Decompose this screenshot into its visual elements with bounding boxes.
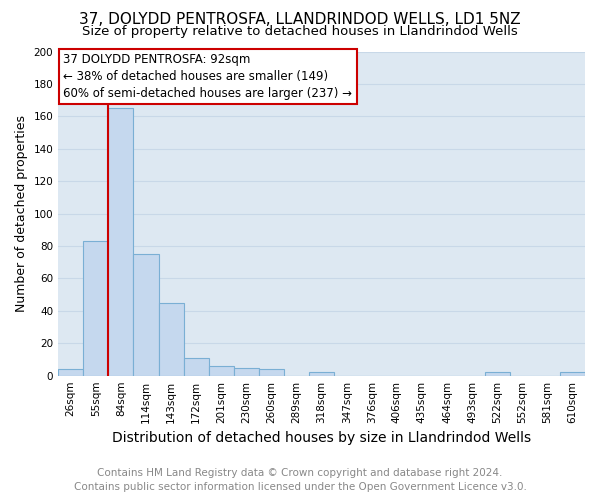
Bar [158, 302, 184, 376]
Bar [109, 108, 133, 376]
Bar [309, 372, 334, 376]
Y-axis label: Number of detached properties: Number of detached properties [15, 115, 28, 312]
Bar [560, 372, 585, 376]
Bar [209, 366, 234, 376]
Bar [485, 372, 510, 376]
X-axis label: Distribution of detached houses by size in Llandrindod Wells: Distribution of detached houses by size … [112, 431, 531, 445]
Bar [58, 369, 83, 376]
Text: 37, DOLYDD PENTROSFA, LLANDRINDOD WELLS, LD1 5NZ: 37, DOLYDD PENTROSFA, LLANDRINDOD WELLS,… [79, 12, 521, 28]
Text: Contains HM Land Registry data © Crown copyright and database right 2024.
Contai: Contains HM Land Registry data © Crown c… [74, 468, 526, 492]
Bar [234, 368, 259, 376]
Bar [83, 241, 109, 376]
Bar [259, 369, 284, 376]
Bar [133, 254, 158, 376]
Text: 37 DOLYDD PENTROSFA: 92sqm
← 38% of detached houses are smaller (149)
60% of sem: 37 DOLYDD PENTROSFA: 92sqm ← 38% of deta… [64, 53, 352, 100]
Text: Size of property relative to detached houses in Llandrindod Wells: Size of property relative to detached ho… [82, 25, 518, 38]
Bar [184, 358, 209, 376]
